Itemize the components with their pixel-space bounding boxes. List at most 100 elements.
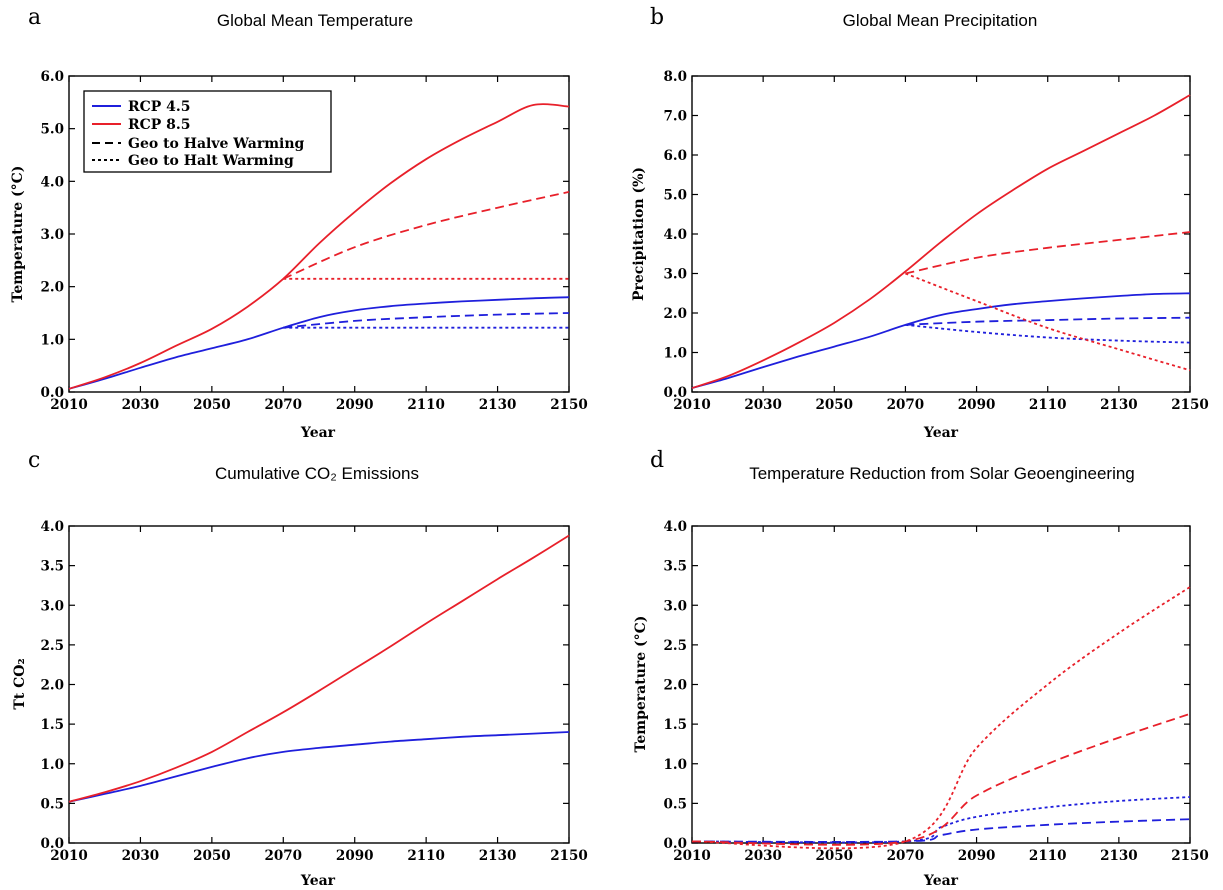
legend-item-halve: Geo to Halve Warming xyxy=(92,136,305,152)
y-tick-label-c: 1.0 xyxy=(41,757,65,773)
x-tick-label-d: 2090 xyxy=(958,848,996,864)
panel-b: b Global Mean Precipitation Precipitatio… xyxy=(631,5,1209,441)
x-tick-label-d: 2010 xyxy=(673,848,711,864)
y-tick-label-c: 0.5 xyxy=(41,796,65,812)
x-tick-label-c: 2110 xyxy=(407,848,445,864)
panel-letter-a: a xyxy=(28,5,41,30)
legend-label-rcp85: RCP 8.5 xyxy=(128,117,191,133)
x-tick-label-a: 2130 xyxy=(479,397,517,413)
panel-c: c Cumulative CO₂ Emissions Tt CO₂ Year 2… xyxy=(12,448,588,889)
plot-area-d: 2010 2030 2050 2070 2090 2110 2130 2150 0.0 0.5 1.… xyxy=(664,519,1209,864)
y-axis-label-c: Tt CO₂ xyxy=(12,658,28,709)
legend-label-halt: Geo to Halt Warming xyxy=(128,153,294,169)
y-tick-label-b: 3.0 xyxy=(664,267,688,283)
y-tick-label-d: 1.0 xyxy=(664,757,688,773)
panel-a: a Global Mean Temperature Temperature (°… xyxy=(10,5,588,441)
x-tick-label-c: 2050 xyxy=(193,848,231,864)
series-line-b-rcp-4-5-geo-to-halve-warming xyxy=(905,316,1191,326)
series-line-c-rcp-8-5 xyxy=(68,534,570,803)
x-tick-label-c: 2030 xyxy=(122,848,160,864)
legend-label-halve: Geo to Halve Warming xyxy=(128,136,305,152)
y-tick-label-c: 4.0 xyxy=(41,519,65,535)
legend-label-rcp45: RCP 4.5 xyxy=(128,99,191,115)
y-tick-label-a: 0.0 xyxy=(41,385,65,401)
panel-title-c: Cumulative CO₂ Emissions xyxy=(215,464,419,483)
x-tick-label-d: 2150 xyxy=(1171,848,1209,864)
panel-d: d Temperature Reduction from Solar Geoen… xyxy=(633,448,1209,889)
x-tick-label-d: 2050 xyxy=(815,848,853,864)
y-tick-label-b: 4.0 xyxy=(664,227,688,243)
y-tick-label-a: 1.0 xyxy=(41,332,65,348)
y-tick-label-b: 0.0 xyxy=(664,385,688,401)
x-tick-label-a: 2010 xyxy=(50,397,88,413)
x-tick-label-b: 2030 xyxy=(744,397,782,413)
y-tick-label-a: 4.0 xyxy=(41,174,65,190)
series-line-d-rcp-8-5-geo-to-halve-warming xyxy=(691,712,1191,846)
y-tick-label-b: 1.0 xyxy=(664,346,688,362)
series-line-a-rcp-8-5 xyxy=(68,103,570,390)
legend-item-rcp45: RCP 4.5 xyxy=(92,99,191,115)
x-tick-label-a: 2070 xyxy=(264,397,302,413)
panel-title-a: Global Mean Temperature xyxy=(217,11,413,30)
x-tick-label-b: 2010 xyxy=(673,397,711,413)
panel-letter-d: d xyxy=(650,448,664,473)
series-line-d-rcp-4-5-geo-to-halt-warming xyxy=(691,796,1191,844)
series-line-a-rcp-4-5 xyxy=(68,296,570,390)
y-tick-label-b: 6.0 xyxy=(664,148,688,164)
series-line-b-rcp-8-5-geo-to-halt-warming xyxy=(905,272,1191,372)
panel-title-b: Global Mean Precipitation xyxy=(843,11,1038,30)
y-tick-label-d: 0.5 xyxy=(664,796,688,812)
y-tick-label-b: 5.0 xyxy=(664,188,688,204)
plot-area-c: 2010 2030 2050 2070 2090 2110 2130 2150 0.0 0.5 1.… xyxy=(41,519,588,864)
x-tick-label-d: 2130 xyxy=(1100,848,1138,864)
x-tick-label-c: 2150 xyxy=(550,848,588,864)
x-tick-label-d: 2110 xyxy=(1029,848,1067,864)
plot-frame-c xyxy=(68,525,570,844)
y-axis-label-b: Precipitation (%) xyxy=(631,167,647,301)
y-tick-label-b: 2.0 xyxy=(664,306,688,322)
y-tick-label-d: 3.0 xyxy=(664,598,688,614)
plot-frame-d xyxy=(691,525,1191,844)
series-line-d-rcp-4-5-geo-to-halve-warming xyxy=(691,818,1191,843)
y-tick-label-d: 2.5 xyxy=(664,638,688,654)
y-axis-label-a: Temperature (°C) xyxy=(10,166,26,303)
x-tick-label-b: 2050 xyxy=(815,397,853,413)
x-tick-label-c: 2010 xyxy=(50,848,88,864)
x-tick-label-a: 2150 xyxy=(550,397,588,413)
x-tick-label-c: 2130 xyxy=(479,848,517,864)
series-line-b-rcp-4-5 xyxy=(691,292,1191,389)
x-tick-label-a: 2030 xyxy=(122,397,160,413)
plot-area-a: 2010 2030 2050 2070 2090 2110 2130 2150 0.0 1.0 2.… xyxy=(41,69,588,413)
x-tick-label-c: 2070 xyxy=(264,848,302,864)
series-line-a-rcp-8-5-geo-to-halve-warming xyxy=(282,191,570,280)
y-axis-label-d: Temperature (°C) xyxy=(633,616,649,753)
y-tick-label-d: 4.0 xyxy=(664,519,688,535)
x-tick-label-b: 2090 xyxy=(958,397,996,413)
y-tick-label-d: 3.5 xyxy=(664,559,688,575)
y-tick-label-a: 5.0 xyxy=(41,122,65,138)
y-tick-label-d: 2.0 xyxy=(664,678,688,694)
x-tick-label-c: 2090 xyxy=(336,848,374,864)
x-tick-label-d: 2070 xyxy=(887,848,925,864)
plot-area-b: 2010 2030 2050 2070 2090 2110 2130 2150 0.0 1.0 2.… xyxy=(664,69,1209,413)
legend-box xyxy=(83,90,332,173)
x-axis-label-b: Year xyxy=(923,425,959,441)
y-tick-label-c: 1.5 xyxy=(41,717,65,733)
y-tick-label-b: 8.0 xyxy=(664,69,688,85)
x-tick-label-b: 2110 xyxy=(1029,397,1067,413)
legend: RCP 4.5 RCP 8.5 Geo to Halve Warming Geo… xyxy=(83,90,332,173)
x-axis-label-c: Year xyxy=(300,873,336,889)
y-tick-label-c: 2.0 xyxy=(41,678,65,694)
x-tick-label-a: 2090 xyxy=(336,397,374,413)
y-tick-label-b: 7.0 xyxy=(664,109,688,125)
y-tick-label-c: 3.5 xyxy=(41,559,65,575)
x-tick-label-b: 2130 xyxy=(1100,397,1138,413)
panel-letter-b: b xyxy=(650,5,664,30)
y-tick-label-d: 1.5 xyxy=(664,717,688,733)
y-tick-label-a: 6.0 xyxy=(41,69,65,85)
x-tick-label-a: 2110 xyxy=(407,397,445,413)
y-tick-label-d: 0.0 xyxy=(664,836,688,852)
x-tick-label-b: 2150 xyxy=(1171,397,1209,413)
plot-frame-b xyxy=(691,75,1191,393)
